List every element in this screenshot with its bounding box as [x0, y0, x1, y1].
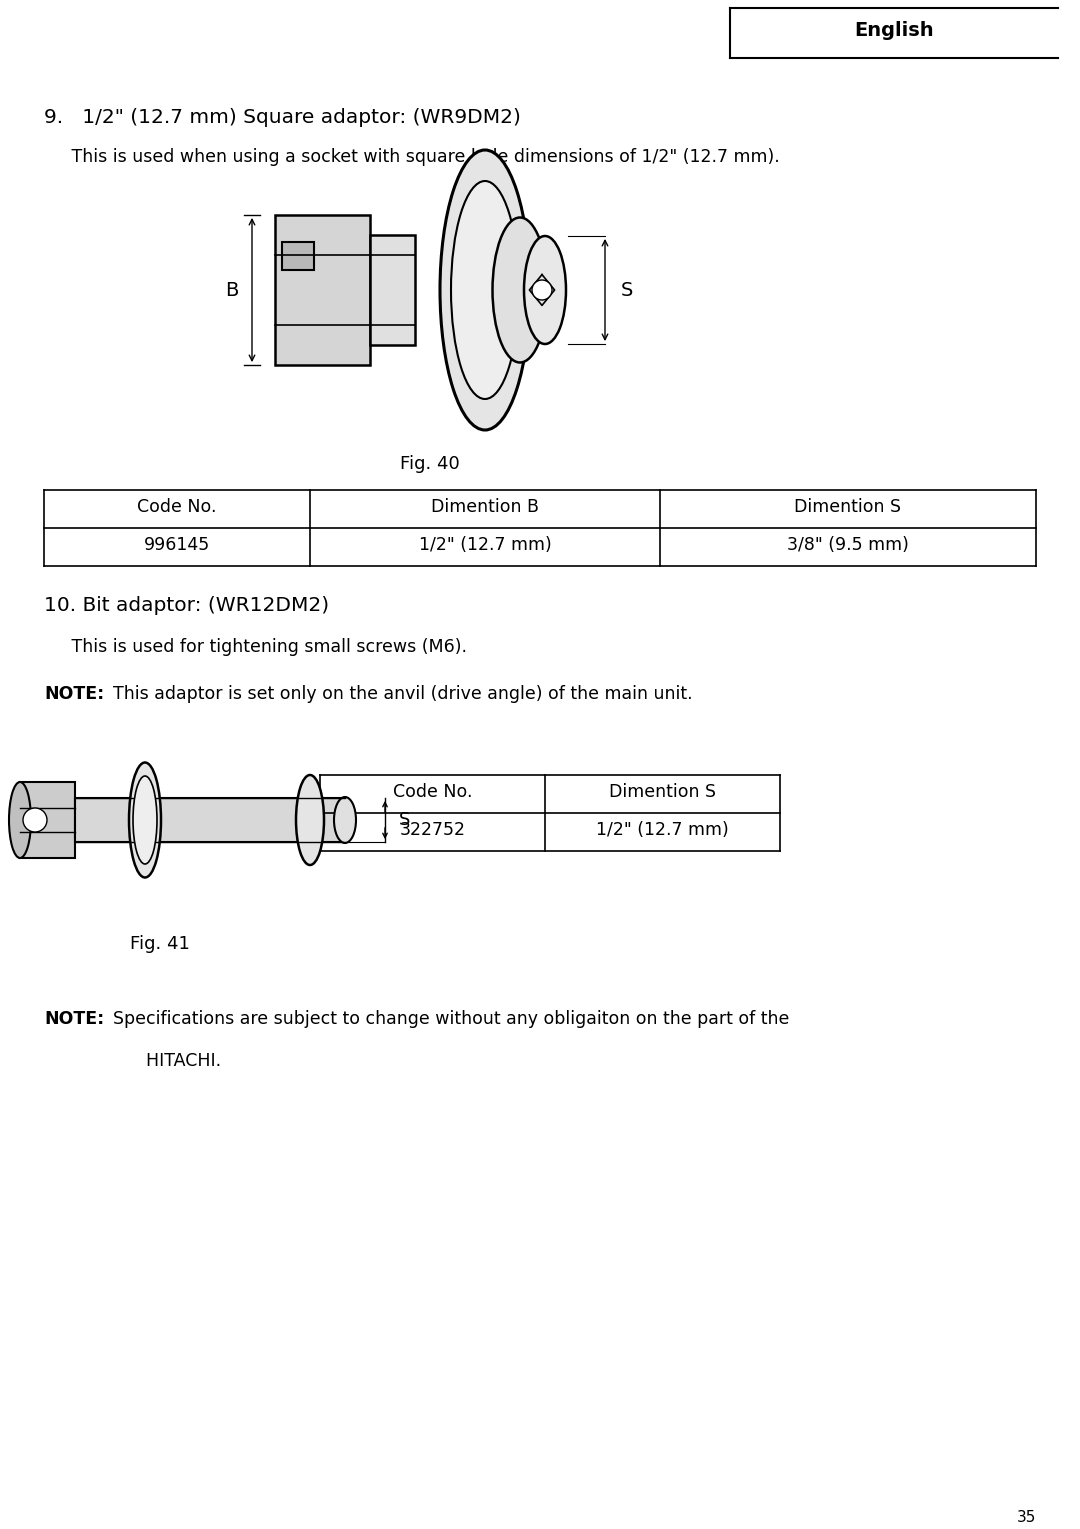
Ellipse shape: [133, 777, 157, 864]
Text: 3/8" (9.5 mm): 3/8" (9.5 mm): [787, 537, 909, 553]
FancyBboxPatch shape: [370, 235, 415, 346]
Text: English: English: [854, 20, 934, 40]
Text: 35: 35: [1016, 1511, 1036, 1524]
Text: Specifications are subject to change without any obligaiton on the part of the: Specifications are subject to change wit…: [102, 1011, 789, 1027]
Text: Code No.: Code No.: [137, 498, 217, 515]
Text: This adaptor is set only on the anvil (drive angle) of the main unit.: This adaptor is set only on the anvil (d…: [102, 685, 692, 703]
Text: 10. Bit adaptor: (WR12DM2): 10. Bit adaptor: (WR12DM2): [44, 596, 329, 615]
Ellipse shape: [451, 180, 519, 399]
Text: 322752: 322752: [400, 821, 465, 839]
Text: B: B: [226, 280, 239, 300]
Ellipse shape: [334, 797, 356, 842]
Text: 9.   1/2" (12.7 mm) Square adaptor: (WR9DM2): 9. 1/2" (12.7 mm) Square adaptor: (WR9DM…: [44, 109, 521, 127]
Text: S: S: [621, 280, 633, 300]
Text: NOTE:: NOTE:: [44, 685, 105, 703]
Circle shape: [23, 807, 48, 832]
Ellipse shape: [524, 235, 566, 344]
Text: HITACHI.: HITACHI.: [102, 1052, 221, 1070]
Ellipse shape: [440, 150, 530, 430]
Ellipse shape: [492, 217, 548, 362]
FancyBboxPatch shape: [275, 216, 370, 365]
Text: This is used for tightening small screws (M6).: This is used for tightening small screws…: [44, 638, 467, 656]
FancyBboxPatch shape: [75, 798, 345, 842]
Ellipse shape: [9, 781, 31, 858]
Circle shape: [532, 280, 552, 300]
Text: Fig. 40: Fig. 40: [400, 456, 460, 472]
Text: Code No.: Code No.: [393, 783, 472, 801]
Text: S: S: [399, 810, 410, 829]
Text: Dimention S: Dimention S: [795, 498, 902, 515]
Text: Fig. 41: Fig. 41: [130, 936, 190, 953]
Text: Dimention B: Dimention B: [431, 498, 539, 515]
Text: This is used when using a socket with square hole dimensions of 1/2" (12.7 mm).: This is used when using a socket with sq…: [44, 148, 780, 167]
Text: 1/2" (12.7 mm): 1/2" (12.7 mm): [419, 537, 552, 553]
Text: 1/2" (12.7 mm): 1/2" (12.7 mm): [596, 821, 729, 839]
Text: Dimention S: Dimention S: [609, 783, 716, 801]
Ellipse shape: [129, 763, 161, 878]
Text: 996145: 996145: [144, 537, 211, 553]
Text: NOTE:: NOTE:: [44, 1011, 105, 1027]
FancyBboxPatch shape: [21, 781, 75, 858]
FancyBboxPatch shape: [282, 242, 314, 271]
Ellipse shape: [296, 775, 324, 865]
